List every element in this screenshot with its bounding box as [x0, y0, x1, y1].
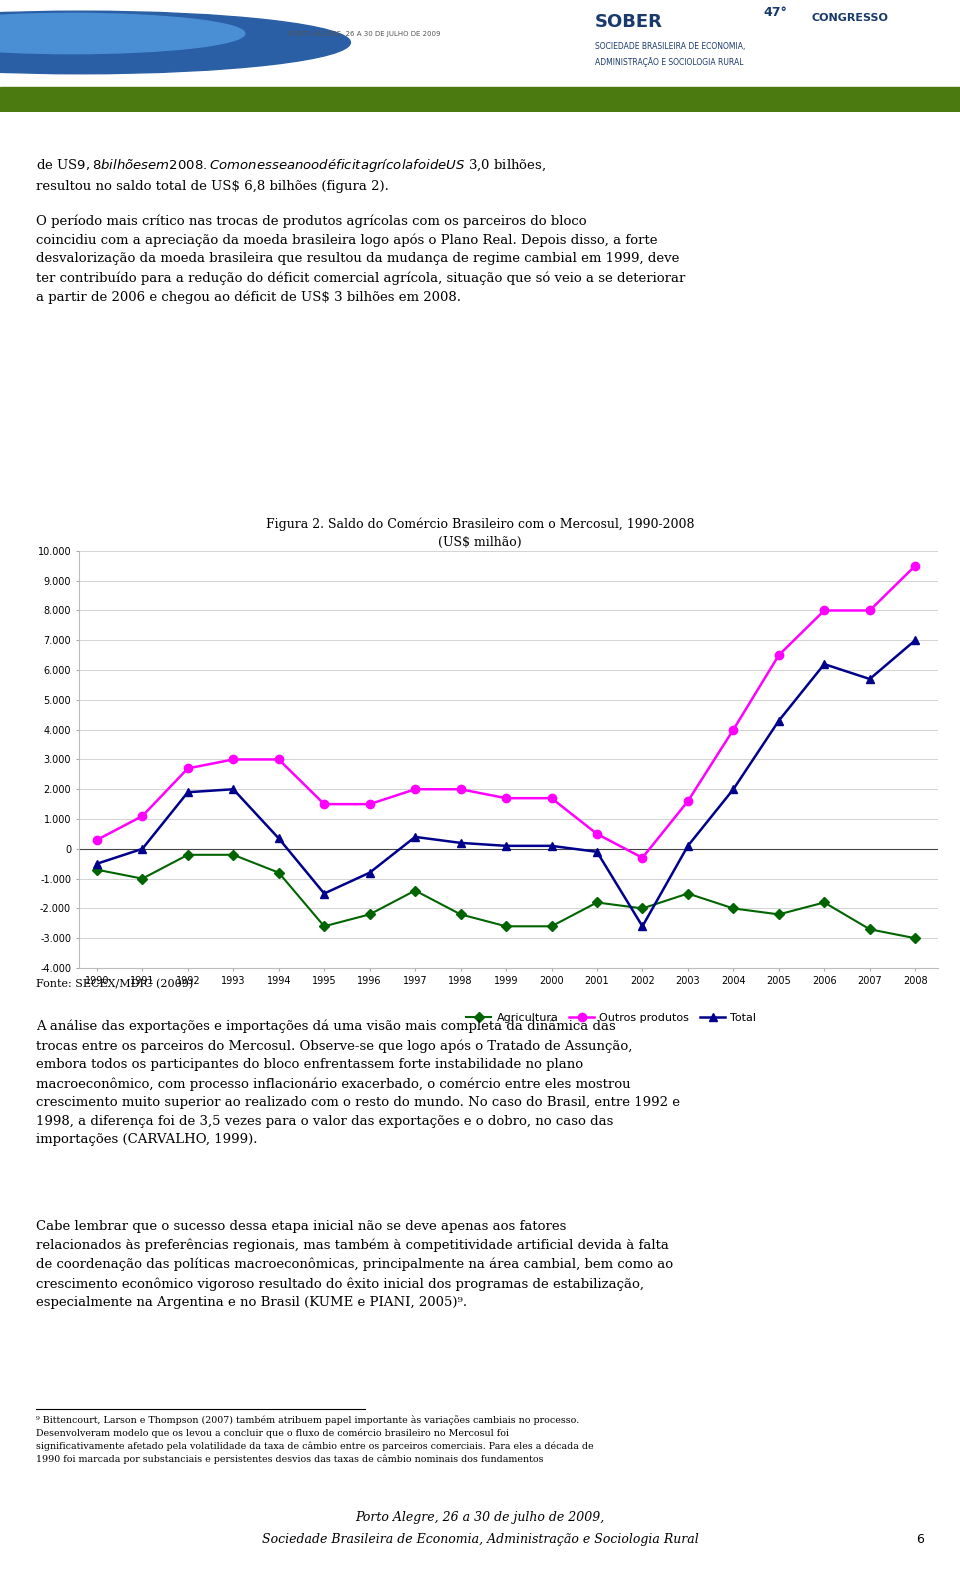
- Text: DESENVOLVIMENTO RURAL E SISTEMAS AGROALIMENTARES: OS AGRONEGÓCIOS NO CONTEXTO DE: DESENVOLVIMENTO RURAL E SISTEMAS AGROALI…: [208, 121, 752, 132]
- Bar: [0, 87, 960, 112]
- Text: CONGRESSO: CONGRESSO: [811, 14, 888, 24]
- Text: 47°: 47°: [763, 6, 787, 19]
- Text: Sociedade Brasileira de Economia, Administração e Sociologia Rural: Sociedade Brasileira de Economia, Admini…: [262, 1533, 698, 1546]
- Text: PORTO ALEGRE, 26 A 30 DE JULHO DE 2009: PORTO ALEGRE, 26 A 30 DE JULHO DE 2009: [288, 31, 441, 38]
- Legend: Agricultura, Outros produtos, Total: Agricultura, Outros produtos, Total: [462, 1009, 761, 1028]
- Text: O período mais crítico nas trocas de produtos agrícolas com os parceiros do bloc: O período mais crítico nas trocas de pro…: [36, 214, 685, 304]
- Text: Cabe lembrar que o sucesso dessa etapa inicial não se deve apenas aos fatores
re: Cabe lembrar que o sucesso dessa etapa i…: [36, 1220, 674, 1310]
- Text: A análise das exportações e importações dá uma visão mais completa da dinâmica d: A análise das exportações e importações …: [36, 1020, 681, 1146]
- Circle shape: [0, 14, 245, 54]
- Text: ⁹ Bittencourt, Larson e Thompson (2007) também atribuem papel importante às vari: ⁹ Bittencourt, Larson e Thompson (2007) …: [36, 1415, 594, 1464]
- Text: Figura 2. Saldo do Comércio Brasileiro com o Mercosul, 1990-2008: Figura 2. Saldo do Comércio Brasileiro c…: [266, 518, 694, 532]
- Circle shape: [0, 11, 350, 74]
- Text: 6: 6: [916, 1533, 924, 1546]
- Text: Porto Alegre, 26 a 30 de julho de 2009,: Porto Alegre, 26 a 30 de julho de 2009,: [355, 1511, 605, 1524]
- Text: SOBER: SOBER: [595, 14, 663, 31]
- Text: ADMINISTRAÇÃO E SOCIOLOGIA RURAL: ADMINISTRAÇÃO E SOCIOLOGIA RURAL: [595, 57, 744, 66]
- Text: (US$ milhão): (US$ milhão): [438, 535, 522, 548]
- Text: de US$ 9,8 bilhões em 2008. Como nesse ano o déficit agrícola foi de US$ 3,0 bil: de US$ 9,8 bilhões em 2008. Como nesse a…: [36, 157, 547, 194]
- Text: SOCIEDADE BRASILEIRA DE ECONOMIA,: SOCIEDADE BRASILEIRA DE ECONOMIA,: [595, 42, 746, 52]
- Text: Fonte: SECEX/MDIC (2009): Fonte: SECEX/MDIC (2009): [36, 979, 194, 990]
